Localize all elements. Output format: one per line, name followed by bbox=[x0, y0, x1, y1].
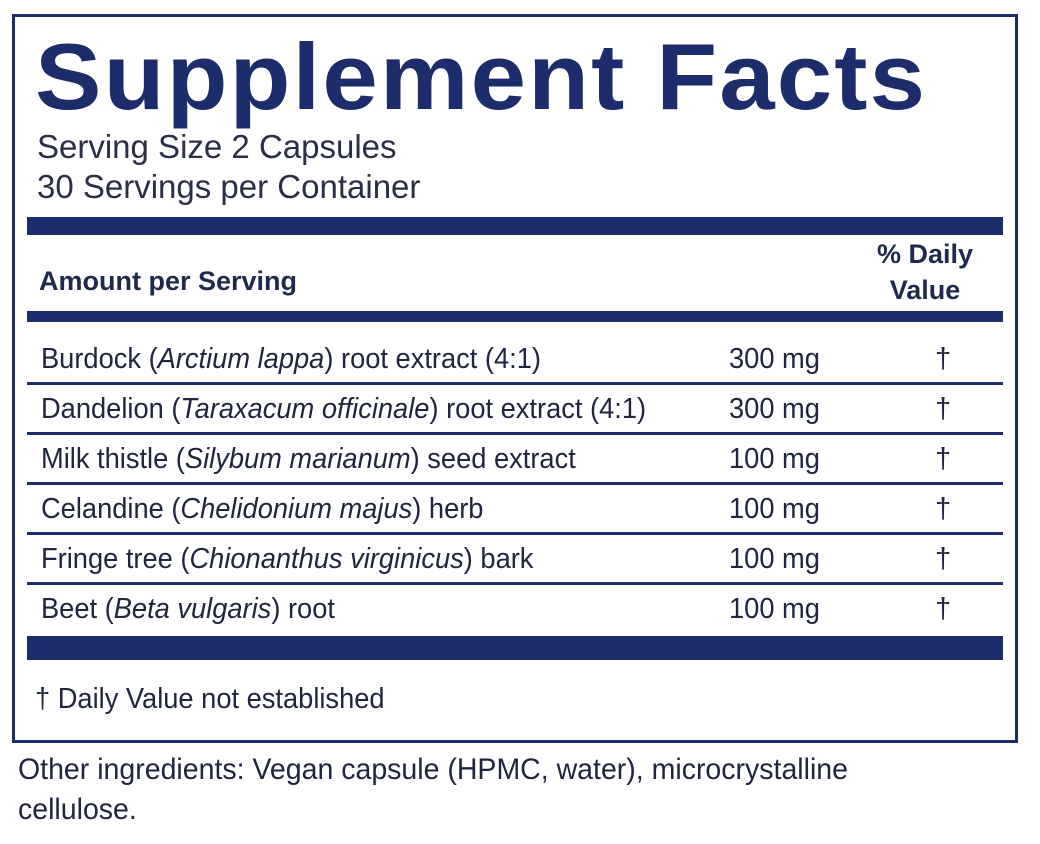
row-divider bbox=[27, 582, 1003, 585]
servings-per-container: 30 Servings per Container bbox=[37, 168, 421, 205]
ingredient-latin-name: Chelidonium majus bbox=[180, 493, 413, 525]
other-ingredients: Other ingredients: Vegan capsule (HPMC, … bbox=[18, 753, 849, 826]
ingredient-common-name: Fringe tree ( bbox=[41, 543, 190, 575]
ingredient-latin-name: Arctium lappa bbox=[157, 343, 325, 375]
ingredient-name: Dandelion (Taraxacum officinale) root ex… bbox=[41, 391, 646, 427]
ingredient-latin-name: Taraxacum officinale bbox=[180, 393, 430, 425]
ingredient-name: Fringe tree (Chionanthus virginicus) bar… bbox=[41, 541, 533, 577]
medium-divider bbox=[27, 311, 1003, 322]
ingredient-amount: 100 mg bbox=[729, 593, 820, 625]
ingredient-daily-value: † bbox=[935, 593, 952, 625]
ingredient-part: ) root extract (4:1) bbox=[429, 393, 647, 425]
row-divider bbox=[27, 482, 1003, 485]
ingredient-latin-name: Silybum marianum bbox=[184, 443, 411, 475]
ingredient-daily-value: † bbox=[935, 543, 952, 575]
daily-value-footnote: † Daily Value not established bbox=[35, 683, 385, 715]
supplement-facts-panel: Supplement Facts Serving Size 2 Capsules… bbox=[12, 14, 1018, 743]
ingredient-daily-value: † bbox=[935, 493, 952, 525]
row-divider bbox=[27, 432, 1003, 435]
table-row: Fringe tree (Chionanthus virginicus) bar… bbox=[27, 535, 1003, 585]
table-row: Celandine (Chelidonium majus) herb 100 mg… bbox=[27, 485, 1003, 535]
ingredient-common-name: Milk thistle ( bbox=[41, 443, 185, 475]
ingredient-latin-name: Chionanthus virginicus bbox=[189, 543, 464, 575]
ingredient-name: Celandine (Chelidonium majus) herb bbox=[41, 491, 483, 527]
thick-divider-top bbox=[27, 217, 1003, 235]
ingredient-part: ) seed extract bbox=[410, 443, 576, 475]
daily-value-header-line1: % Daily bbox=[876, 239, 974, 269]
ingredient-common-name: Beet ( bbox=[41, 593, 114, 625]
ingredient-name: Milk thistle (Silybum marianum) seed ext… bbox=[41, 441, 576, 477]
serving-size: Serving Size 2 Capsules bbox=[37, 128, 397, 165]
row-divider bbox=[27, 382, 1003, 385]
table-row: Milk thistle (Silybum marianum) seed ext… bbox=[27, 435, 1003, 485]
ingredient-name: Beet (Beta vulgaris) root bbox=[41, 591, 335, 627]
ingredient-common-name: Dandelion ( bbox=[41, 393, 181, 425]
table-row: Dandelion (Taraxacum officinale) root ex… bbox=[27, 385, 1003, 435]
ingredient-daily-value: † bbox=[935, 443, 952, 475]
amount-per-serving-header: Amount per Serving bbox=[39, 266, 298, 296]
daily-value-header-line2: Value bbox=[889, 275, 961, 305]
ingredient-part: ) bark bbox=[463, 543, 534, 575]
row-divider bbox=[27, 532, 1003, 535]
ingredient-common-name: Celandine ( bbox=[41, 493, 181, 525]
table-row: Beet (Beta vulgaris) root 100 mg † bbox=[27, 585, 1003, 635]
thick-divider-bottom bbox=[27, 636, 1003, 660]
panel-title: Supplement Facts bbox=[35, 24, 928, 129]
ingredient-part: ) root bbox=[271, 593, 335, 625]
ingredient-name: Burdock (Arctium lappa) root extract (4:… bbox=[41, 341, 541, 377]
ingredient-part: ) herb bbox=[412, 493, 484, 525]
ingredient-amount: 100 mg bbox=[729, 493, 820, 525]
table-row: Burdock (Arctium lappa) root extract (4:… bbox=[27, 335, 1003, 385]
ingredient-daily-value: † bbox=[935, 343, 952, 375]
ingredient-latin-name: Beta vulgaris bbox=[113, 593, 272, 625]
ingredient-amount: 300 mg bbox=[729, 343, 820, 375]
ingredient-amount: 100 mg bbox=[729, 443, 820, 475]
ingredient-common-name: Burdock ( bbox=[41, 343, 158, 375]
ingredient-part: ) root extract (4:1) bbox=[324, 343, 541, 375]
ingredient-amount: 300 mg bbox=[729, 393, 820, 425]
ingredient-amount: 100 mg bbox=[729, 543, 820, 575]
daily-value-header: % Daily Value bbox=[855, 236, 995, 308]
ingredient-daily-value: † bbox=[935, 393, 952, 425]
